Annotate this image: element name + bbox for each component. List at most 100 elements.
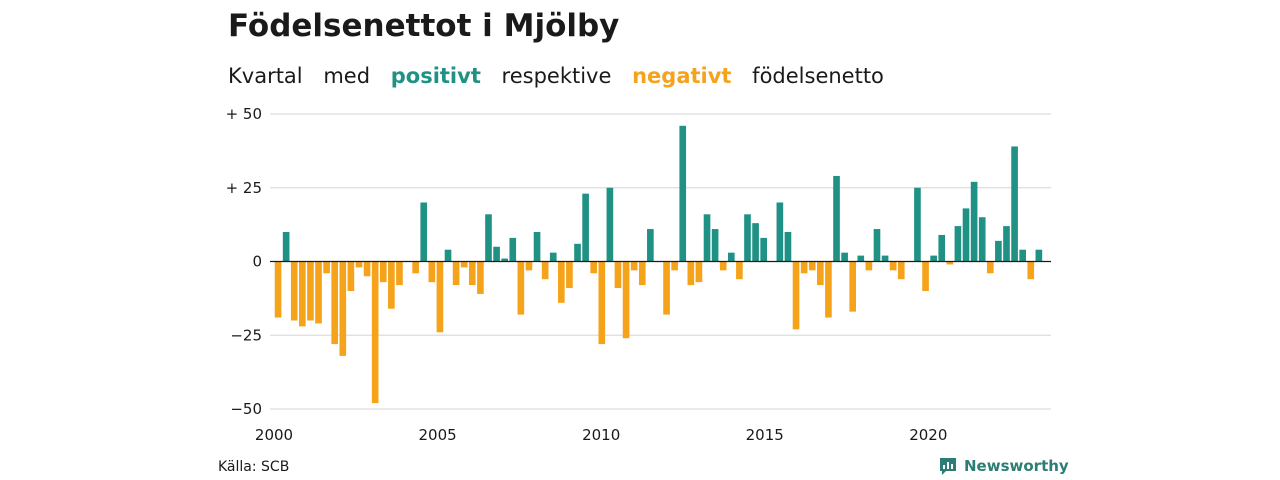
- bar: [930, 255, 937, 262]
- bar: [339, 261, 347, 356]
- bar: [687, 261, 695, 286]
- bar: [849, 261, 857, 312]
- bar: [962, 208, 970, 262]
- bar: [282, 232, 290, 262]
- bar: [986, 261, 994, 274]
- bar: [1003, 226, 1010, 262]
- y-tick-label: −50: [230, 400, 262, 418]
- bar: [622, 261, 630, 339]
- bar: [736, 261, 743, 280]
- bar: [873, 229, 881, 262]
- bar: [315, 261, 322, 324]
- x-tick-label: 2010: [582, 426, 620, 444]
- bar: [946, 261, 954, 265]
- bar: [825, 261, 832, 318]
- bar: [954, 226, 962, 262]
- bar: [363, 261, 371, 277]
- bar: [533, 232, 541, 262]
- bar: [371, 261, 379, 404]
- bar: [412, 261, 419, 274]
- bar: [922, 261, 929, 291]
- chart-title: Födelsenettot i Mjölby: [228, 8, 620, 44]
- x-tick-label: 2020: [909, 426, 947, 444]
- x-tick-label: 2000: [255, 426, 293, 444]
- bar: [444, 249, 452, 262]
- bar: [857, 255, 865, 262]
- bar: [630, 261, 638, 271]
- bar: [1011, 146, 1018, 262]
- y-axis-labels: + 50 + 25 0 −25 −50: [226, 105, 262, 418]
- bar: [606, 187, 614, 262]
- subtitle-word: respektive: [501, 64, 612, 88]
- source-note: Källa: SCB: [218, 459, 290, 475]
- bar: [897, 261, 905, 280]
- bar: [436, 261, 444, 333]
- bar: [582, 193, 589, 262]
- bar: [323, 261, 330, 274]
- bar: [598, 261, 606, 345]
- bar: [647, 229, 654, 262]
- legend-negative: negativt: [632, 64, 732, 88]
- x-axis-labels: 2000 2005 2010 2015 2020: [255, 426, 948, 444]
- bar: [663, 261, 670, 315]
- bar: [800, 261, 808, 274]
- bar: [671, 261, 678, 271]
- bar: [388, 261, 395, 309]
- y-tick-label: + 50: [226, 105, 262, 123]
- bar: [574, 243, 581, 262]
- brand-name: Newsworthy: [964, 457, 1069, 475]
- bar: [881, 255, 889, 262]
- bar: [590, 261, 598, 274]
- bar: [817, 261, 824, 286]
- bar: [307, 261, 314, 321]
- newsworthy-logo-icon: [940, 458, 956, 475]
- bar: [695, 261, 703, 283]
- bar: [396, 261, 403, 286]
- bar: [485, 214, 492, 262]
- bar: [978, 217, 986, 262]
- bar: [679, 125, 687, 262]
- gridlines: [270, 113, 1051, 410]
- bar: [638, 261, 646, 286]
- subtitle-word: födelsenetto: [752, 64, 884, 88]
- bar: [1035, 249, 1043, 262]
- bar: [865, 261, 873, 271]
- bar: [792, 261, 800, 330]
- bar: [428, 261, 436, 283]
- bar: [970, 181, 978, 262]
- subtitle-word: Kvartal: [228, 64, 303, 88]
- subtitle-word: med: [323, 64, 371, 88]
- chart-subtitle: Kvartal med positivt respektive negativt…: [228, 64, 898, 88]
- bar: [452, 261, 460, 286]
- bar: [1019, 249, 1026, 262]
- x-tick-label: 2005: [418, 426, 456, 444]
- bar: [727, 252, 735, 262]
- bar: [938, 234, 946, 262]
- bar: [841, 252, 848, 262]
- bar: [420, 202, 428, 262]
- bar: [719, 261, 727, 271]
- brand[interactable]: Newsworthy: [938, 456, 1069, 476]
- bar: [299, 261, 306, 327]
- bar: [558, 261, 565, 303]
- bar: [468, 261, 476, 286]
- bar: [549, 252, 557, 262]
- bar: [703, 214, 711, 262]
- bar: [525, 261, 533, 271]
- bar: [614, 261, 622, 289]
- bar: [509, 237, 517, 262]
- bar: [355, 261, 363, 268]
- bar: [477, 261, 484, 294]
- bar: [1027, 261, 1035, 280]
- bar: [493, 246, 500, 262]
- bar: [566, 261, 573, 289]
- bar: [379, 261, 387, 283]
- y-tick-label: + 25: [226, 179, 262, 197]
- bar: [460, 261, 468, 268]
- bar: [331, 261, 339, 345]
- bar: [784, 232, 792, 262]
- y-tick-label: 0: [252, 253, 262, 271]
- bar: [541, 261, 549, 280]
- bar: [776, 202, 784, 262]
